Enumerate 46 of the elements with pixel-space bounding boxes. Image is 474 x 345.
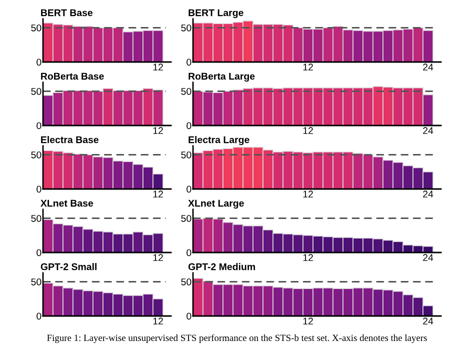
x-tick-label: 12 [153,318,163,324]
y-tick-label: 0 [186,122,192,130]
y-tick-label: 50 [31,278,42,286]
y-tick-label: 50 [181,88,192,95]
y-tick-label: 0 [186,312,192,320]
y-tick-label: 0 [36,58,42,66]
x-tick-label: 12 [303,127,313,134]
y-tick-label: 50 [31,24,42,32]
chart-title: GPT-2 Medium [188,263,255,270]
chart-title: Electra Large [188,136,250,146]
y-tick-label: 50 [181,24,192,32]
x-tick-label: 12 [153,64,163,70]
chart-title: GPT-2 Small [40,263,96,270]
x-tick-label: 12 [153,127,163,134]
chart-title: XLnet Large [188,200,244,209]
x-tick-label: 24 [423,64,434,70]
y-tick-label: 0 [36,122,42,130]
x-tick-label: 24 [423,127,434,134]
chart-title: RoBerta Base [41,72,104,80]
x-tick-label: 24 [423,318,434,324]
chart-title: RoBerta Large [188,72,255,82]
x-tick-label: 12 [303,190,313,198]
y-tick-label: 0 [36,312,42,320]
x-tick-label: 24 [423,190,434,198]
chart-title: XLnet Base [40,200,94,207]
x-tick-label: 12 [303,318,313,324]
chart-title: Electra Base [41,136,98,144]
y-tick-label: 0 [186,249,192,256]
x-tick-label: 24 [423,254,434,261]
y-tick-label: 50 [181,214,192,222]
chart-title: BERT Base [41,9,93,16]
y-tick-label: 0 [186,58,192,66]
y-tick-label: 50 [31,88,42,95]
x-tick-label: 12 [303,64,313,70]
x-tick-label: 12 [153,190,163,198]
chart-title: BERT Large [188,9,244,18]
y-tick-label: 0 [186,186,192,193]
x-tick-label: 12 [303,254,313,261]
y-tick-label: 50 [31,151,42,158]
y-tick-label: 50 [181,278,192,286]
caption: Figure 1: Layer-wise unsupervised STS performance on the STS-b test set. X-axis denotes the layers [47,334,427,343]
y-tick-label: 50 [181,151,192,158]
y-tick-label: 0 [36,249,42,256]
y-tick-label: 50 [31,214,42,222]
y-tick-label: 0 [36,186,42,193]
x-tick-label: 12 [153,254,163,261]
